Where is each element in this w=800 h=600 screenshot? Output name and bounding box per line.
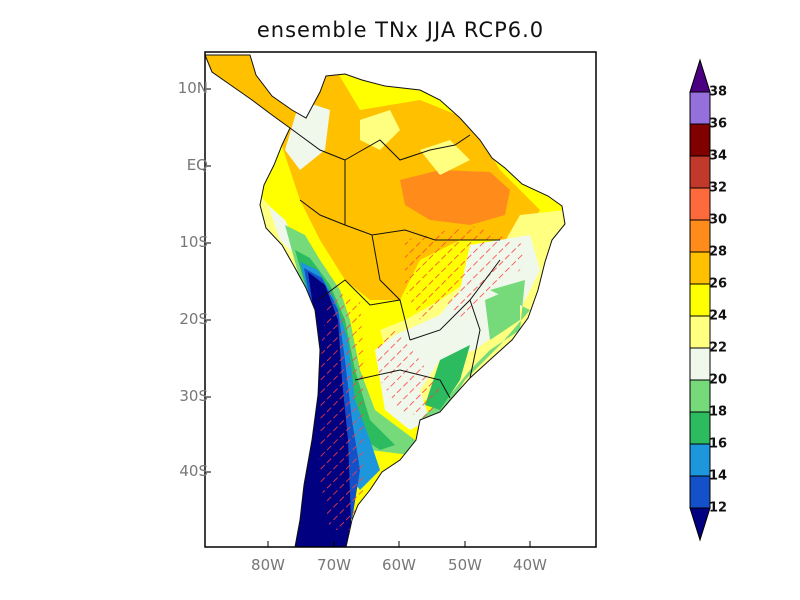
y-tick-label: 20S: [179, 310, 208, 328]
colorbar-label: 26: [709, 276, 728, 292]
colorbar-box: [689, 475, 711, 509]
x-tick-label: 50W: [448, 556, 482, 574]
colorbar-label: 32: [709, 180, 728, 196]
coastline: [205, 54, 566, 547]
colorbar-label: 28: [709, 244, 728, 260]
colorbar-label: 20: [709, 372, 728, 388]
y-tick-label: 10N: [177, 79, 208, 97]
colorbar-box: [689, 347, 711, 381]
colorbar-label: 18: [709, 404, 728, 420]
colorbar-label: 30: [709, 212, 728, 228]
colorbar-box: [689, 155, 711, 189]
colorbar-label: 24: [709, 308, 728, 324]
colorbar-box: [689, 315, 711, 349]
x-tick-label: 60W: [382, 556, 416, 574]
colorbar-box: [689, 283, 711, 317]
colorbar-label: 16: [709, 436, 728, 452]
colorbar-box: [689, 91, 711, 125]
colorbar-label: 38: [709, 84, 728, 100]
y-tick-label: 30S: [179, 387, 208, 405]
y-tick-label: EQ: [186, 156, 208, 174]
significance-hatching: [318, 225, 525, 530]
colorbar-box: [689, 379, 711, 413]
colorbar-box: [689, 411, 711, 445]
x-tick-label: 70W: [317, 556, 351, 574]
colorbar-arrow-low: [689, 507, 711, 542]
colorbar-box: [689, 219, 711, 253]
colorbar-box: [689, 187, 711, 221]
colorbar-label: 14: [709, 468, 728, 484]
colorbar-label: 12: [709, 500, 728, 516]
colorbar-box: [689, 443, 711, 477]
axis-ticks: [205, 88, 531, 547]
colorbar-box: [689, 123, 711, 157]
x-tick-label: 80W: [251, 556, 285, 574]
contour-20-22: [268, 100, 540, 430]
colorbar-label: 36: [709, 116, 728, 132]
y-tick-label: 40S: [179, 462, 208, 480]
x-tick-label: 40W: [513, 556, 547, 574]
map-frame: [204, 51, 597, 548]
colorbar-label: 34: [709, 148, 728, 164]
colorbar-box: [689, 251, 711, 285]
colorbar-label: 22: [709, 340, 728, 356]
y-tick-label: 10S: [179, 233, 208, 251]
contour-28-30: [400, 170, 510, 225]
plot-title: ensemble TNx JJA RCP6.0: [256, 18, 545, 42]
country-borders: [289, 127, 501, 399]
colorbar-arrow-high: [689, 58, 711, 93]
